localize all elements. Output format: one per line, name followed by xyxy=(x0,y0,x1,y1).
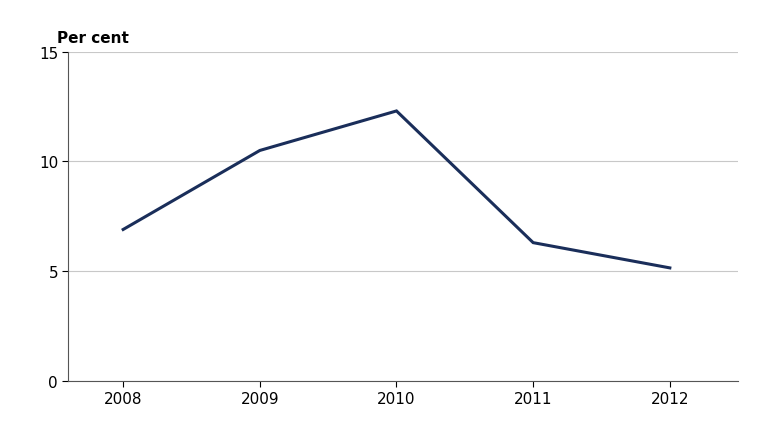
Text: Per cent: Per cent xyxy=(57,31,129,46)
